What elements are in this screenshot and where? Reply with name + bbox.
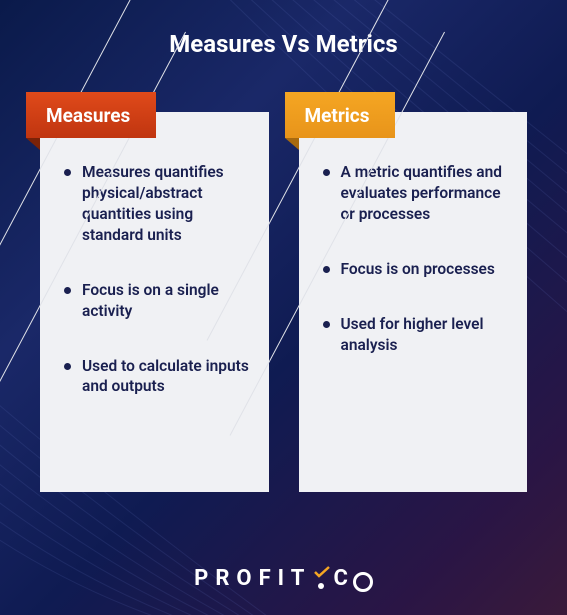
- column-label: Metrics: [305, 104, 370, 127]
- infographic-content: Measures Vs Metrics Measures Measures qu…: [0, 0, 567, 615]
- list-item: Used for higher level analysis: [323, 314, 510, 356]
- list-item: Focus is on a single activity: [64, 280, 251, 322]
- column-body-metrics: A metric quantifies and evaluates perfor…: [299, 112, 528, 492]
- column-measures: Measures Measures quantifies physical/ab…: [40, 112, 269, 492]
- logo-text-left: PROFIT: [194, 566, 311, 591]
- column-metrics: Metrics A metric quantifies and evaluate…: [299, 112, 528, 492]
- brand-logo: PROFIT C: [0, 566, 567, 591]
- measures-list: Measures quantifies physical/abstract qu…: [64, 162, 251, 397]
- column-label: Measures: [46, 104, 130, 127]
- logo-checkmark-icon: [314, 566, 330, 578]
- metrics-list: A metric quantifies and evaluates perfor…: [323, 162, 510, 356]
- list-item: Focus is on processes: [323, 259, 510, 280]
- list-item: Measures quantifies physical/abstract qu…: [64, 162, 251, 246]
- logo-dot-icon: [314, 568, 328, 590]
- comparison-columns: Measures Measures quantifies physical/ab…: [0, 112, 567, 492]
- logo-text-right: C: [333, 566, 353, 591]
- column-header-metrics: Metrics: [285, 92, 396, 138]
- column-header-measures: Measures: [26, 92, 156, 138]
- page-title: Measures Vs Metrics: [0, 0, 567, 58]
- list-item: A metric quantifies and evaluates perfor…: [323, 162, 510, 225]
- column-body-measures: Measures quantifies physical/abstract qu…: [40, 112, 269, 492]
- list-item: Used to calculate inputs and outputs: [64, 356, 251, 398]
- logo-o-icon: [353, 572, 373, 592]
